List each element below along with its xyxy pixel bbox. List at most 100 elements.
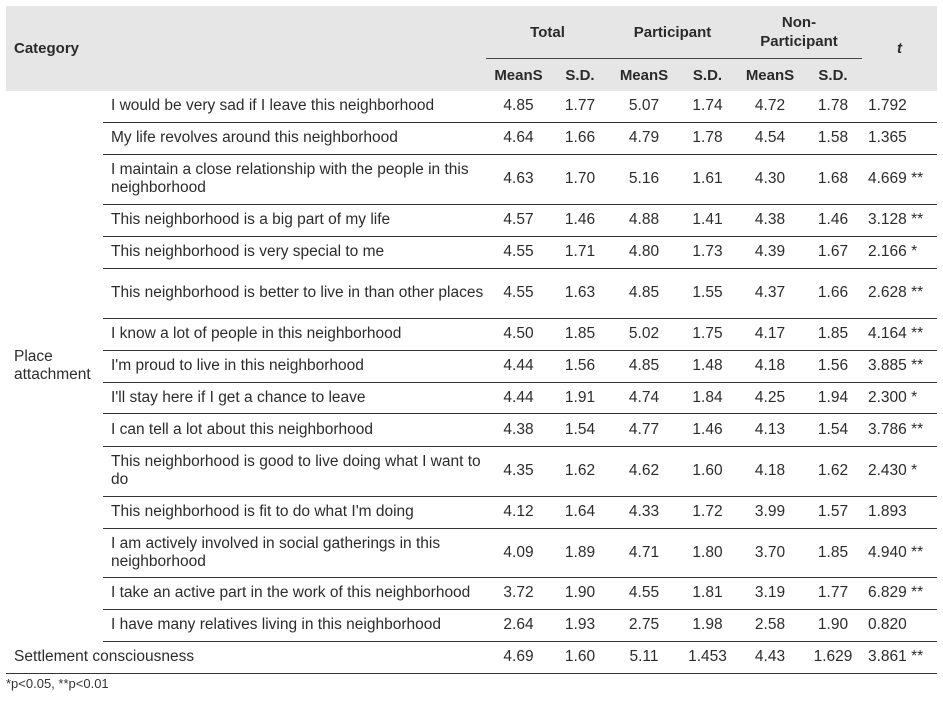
nm-cell: 4.54 [736,122,804,155]
tm-cell: 4.09 [486,528,551,578]
tsd-cell: 1.85 [551,318,609,351]
psd-cell: 1.98 [679,609,736,642]
pm-cell: 5.02 [609,318,679,351]
tm-cell: 4.50 [486,318,551,351]
item-cell: This neighborhood is very special to me [103,236,486,269]
tsd-cell: 1.89 [551,528,609,578]
pm-cell: 4.88 [609,204,679,237]
nm-cell: 4.72 [736,91,804,123]
pm-cell: 4.62 [609,446,679,497]
tsd-cell: 1.71 [551,236,609,269]
tsd-cell: 1.62 [551,446,609,497]
nm-cell: 4.18 [736,446,804,497]
category-label-line1: Place [14,348,53,365]
psd-cell: 1.81 [679,577,736,610]
nm-cell: 4.18 [736,350,804,383]
psd-cell: 1.60 [679,446,736,497]
t-cell: 3.786 ** [862,413,937,447]
non-participant-header-line2: Participant [760,33,838,50]
total-header: Total [486,6,609,59]
participant-mean-header: MeanS [619,66,669,84]
nsd-cell: 1.57 [804,496,862,529]
t-cell: 3.885 ** [862,350,937,383]
settlement-psd-cell: 1.453 [679,641,736,674]
table-row: I'll stay here if I get a chance to leav… [6,382,937,414]
nsd-cell: 1.46 [804,204,862,237]
pm-cell: 5.07 [609,91,679,123]
item-cell: I would be very sad if I leave this neig… [103,91,486,123]
nsd-cell: 1.56 [804,350,862,383]
tm-cell: 4.44 [486,382,551,414]
nsd-cell: 1.58 [804,122,862,155]
psd-cell: 1.73 [679,236,736,269]
tm-cell: 4.12 [486,496,551,529]
t-cell: 4.164 ** [862,318,937,351]
category-cell: Place attachment [6,91,103,641]
tm-cell: 4.55 [486,268,551,319]
psd-cell: 1.48 [679,350,736,383]
nsd-cell: 1.90 [804,609,862,642]
psd-cell: 1.72 [679,496,736,529]
psd-cell: 1.61 [679,154,736,205]
t-cell: 3.128 ** [862,204,937,237]
item-cell: I know a lot of people in this neighborh… [103,318,486,351]
item-cell: My life revolves around this neighborhoo… [103,122,486,155]
table-row: This neighborhood is better to live in t… [6,268,937,319]
tsd-cell: 1.77 [551,91,609,123]
tm-cell: 4.44 [486,350,551,383]
non-participant-mean-header: MeanS [745,66,795,84]
pm-cell: 5.16 [609,154,679,205]
settlement-tsd-cell: 1.60 [551,641,609,674]
psd-cell: 1.41 [679,204,736,237]
tsd-cell: 1.54 [551,413,609,447]
settlement-pm-cell: 5.11 [609,641,679,674]
item-cell: I take an active part in the work of thi… [103,577,486,610]
t-cell: 2.300 * [862,382,937,414]
category-header: Category [14,40,80,57]
item-cell: I am actively involved in social gatheri… [103,528,486,578]
non-participant-header-line1: Non- [781,14,817,31]
item-cell: I'm proud to live in this neighborhood [103,350,486,383]
t-cell: 2.430 * [862,446,937,497]
pm-cell: 4.33 [609,496,679,529]
nm-cell: 2.58 [736,609,804,642]
nm-cell: 4.17 [736,318,804,351]
item-cell: This neighborhood is good to live doing … [103,446,486,497]
tsd-cell: 1.93 [551,609,609,642]
t-cell: 2.628 ** [862,268,937,319]
item-cell: I'll stay here if I get a chance to leav… [103,382,486,414]
table-row: Place attachment I would be very sad if I … [6,91,937,383]
total-sd-header: S.D. [565,66,595,84]
table-row: I know a lot of people in this neighborh… [6,318,937,351]
t-cell: 4.669 ** [862,154,937,205]
table-row: I am actively involved in social gatheri… [6,528,937,578]
nsd-cell: 1.62 [804,446,862,497]
settlement-tm-cell: 4.69 [486,641,551,674]
nm-cell: 3.70 [736,528,804,578]
tsd-cell: 1.64 [551,496,609,529]
item-cell: This neighborhood is a big part of my li… [103,204,486,237]
nm-cell: 4.39 [736,236,804,269]
pm-cell: 4.85 [609,350,679,383]
nm-cell: 3.19 [736,577,804,610]
item-cell: I can tell a lot about this neighborhood [103,413,486,447]
nm-cell: 4.25 [736,382,804,414]
nm-cell: 4.37 [736,268,804,319]
pm-cell: 4.85 [609,268,679,319]
tm-cell: 4.85 [486,91,551,123]
results-table: Category Total Participant Non- Particip… [6,6,937,674]
t-cell: 1.893 [862,496,937,529]
t-cell: 4.940 ** [862,528,937,578]
table-row: I take an active part in the work of thi… [6,577,937,610]
table-row: This neighborhood is good to live doing … [6,446,937,497]
tm-cell: 4.55 [486,236,551,269]
t-header: t [897,40,902,57]
tsd-cell: 1.46 [551,204,609,237]
t-cell: 2.166 * [862,236,937,269]
pm-cell: 4.71 [609,528,679,578]
table-row: I maintain a close relationship with the… [6,154,937,205]
t-cell: 1.792 [862,91,937,123]
nsd-cell: 1.94 [804,382,862,414]
pm-cell: 4.79 [609,122,679,155]
psd-cell: 1.75 [679,318,736,351]
